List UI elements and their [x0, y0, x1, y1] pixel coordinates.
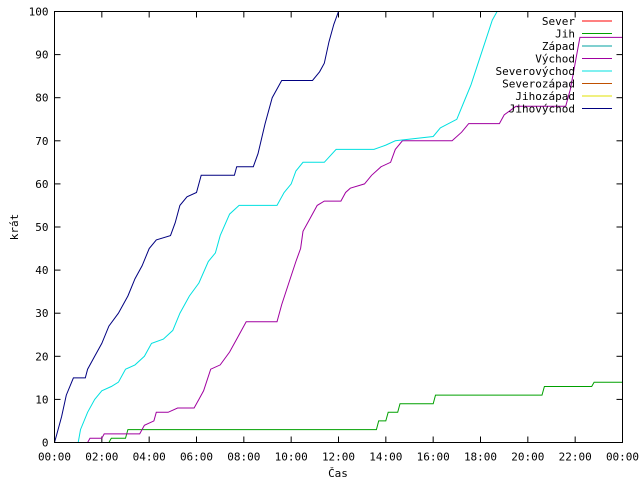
legend-label: Jihozápad — [515, 90, 575, 103]
y-tick-label: 20 — [35, 350, 48, 363]
series-line-1 — [54, 381, 623, 443]
legend-label: Jihovýchod — [509, 103, 575, 116]
plot-frame — [54, 11, 623, 443]
x-tick-label: 16:00 — [417, 451, 450, 464]
y-tick-label: 70 — [35, 135, 48, 148]
y-tick-label: 40 — [35, 264, 48, 277]
series-lines — [54, 11, 623, 443]
legend-label: Západ — [542, 40, 575, 53]
tick-labels: 0 10 20 30 40 50 60 70 80 90 100 00:00 02:00 04:00 06:… — [29, 6, 639, 464]
series-line-7 — [54, 11, 339, 443]
x-tick-label: 14:00 — [369, 451, 402, 464]
y-tick-label: 30 — [35, 307, 48, 320]
x-tick-label: 10:00 — [275, 451, 308, 464]
y-tick-label: 50 — [35, 221, 48, 234]
y-tick-label: 0 — [42, 437, 49, 450]
y-tick-label: 80 — [35, 92, 48, 105]
legend-label: Východ — [535, 53, 575, 66]
x-tick-label: 18:00 — [464, 451, 497, 464]
y-tick-label: 90 — [35, 49, 48, 62]
legend-label: Sever — [542, 15, 575, 28]
y-axis-label: krát — [8, 214, 21, 241]
series-line-3 — [54, 36, 623, 443]
x-tick-label: 02:00 — [85, 451, 118, 464]
x-tick-label: 00:00 — [38, 451, 71, 464]
legend-label: Severovýchod — [496, 65, 575, 78]
y-tick-label: 100 — [29, 6, 49, 19]
legend: SeverJihZápadVýchodSeverovýchodSeverozáp… — [496, 15, 612, 116]
x-tick-label: 12:00 — [322, 451, 355, 464]
x-tick-label: 04:00 — [133, 451, 166, 464]
legend-label: Severozápad — [502, 78, 575, 91]
x-tick-label: 22:00 — [559, 451, 592, 464]
x-tick-label: 20:00 — [511, 451, 544, 464]
x-tick-label: 08:00 — [227, 451, 260, 464]
x-tick-label: 00:00 — [606, 451, 639, 464]
legend-label: Jih — [555, 28, 575, 41]
x-axis-label: Čas — [328, 467, 348, 480]
series-line-4 — [54, 11, 498, 443]
y-tick-label: 10 — [35, 393, 48, 406]
x-tick-label: 06:00 — [180, 451, 213, 464]
y-tick-label: 60 — [35, 178, 48, 191]
